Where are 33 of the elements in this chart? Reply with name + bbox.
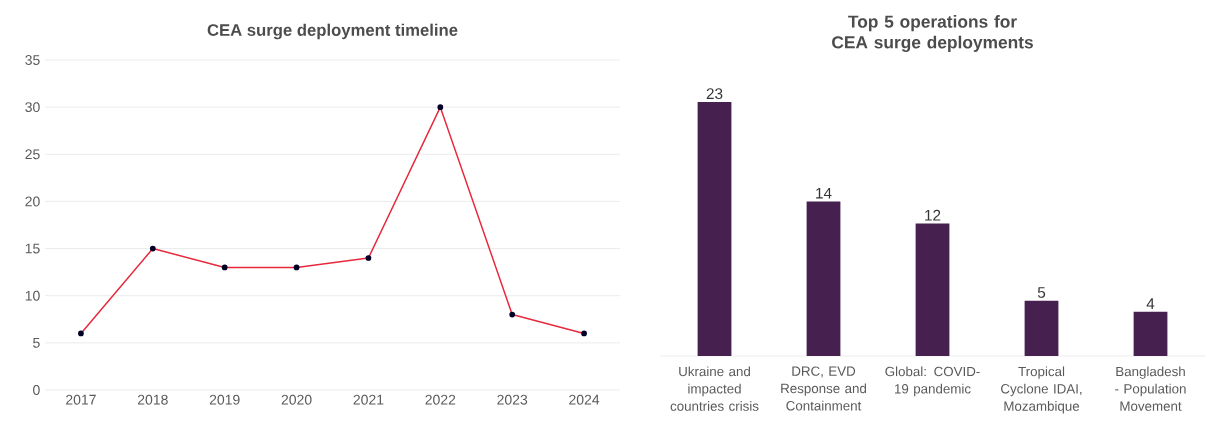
bar [915,223,950,356]
bar [697,102,732,356]
data-label: 4 [1146,298,1155,309]
x-tick-label: 2024 [569,394,600,405]
x-tick-label: Tropical Cyclone IDAI, Mozambique [1001,366,1082,414]
y-tick-label: 15 [25,243,40,254]
x-tick-label: 2019 [209,394,240,405]
x-tick-label: Ukraine and impacted countries crisis [670,366,759,411]
x-tick-label: Bangladesh - Population Movement [1115,366,1186,411]
data-label: 14 [816,187,832,199]
x-tick-label: DRC, EVD Response and Containment [781,366,867,411]
y-tick-label: 5 [33,337,40,348]
x-tick-label: 2017 [66,394,96,405]
x-tick-label: 2023 [497,394,528,405]
x-tick-label: 2022 [425,394,456,405]
y-tick-label: 30 [25,102,40,113]
bar [1133,311,1168,356]
bar [806,201,841,356]
data-label: 5 [1037,287,1046,298]
data-label: 23 [706,88,723,100]
y-tick-label: 35 [25,55,40,65]
y-tick-label: 0 [33,385,40,395]
y-tick-label: 25 [25,149,40,160]
bar [1024,300,1059,356]
x-tick-label: 2020 [281,394,312,405]
y-tick-label: 10 [25,290,40,301]
data-label: 12 [925,209,941,221]
x-tick-label: 2018 [137,394,168,405]
x-tick-label: Global: COVID-19 pandemic [885,366,980,397]
chart-title: Top 5 operations for CEA surge deployments [832,15,1033,52]
y-tick-label: 20 [25,196,40,207]
x-tick-label: 2021 [353,394,384,405]
chart-title: CEA surge deployment timeline [207,23,458,40]
